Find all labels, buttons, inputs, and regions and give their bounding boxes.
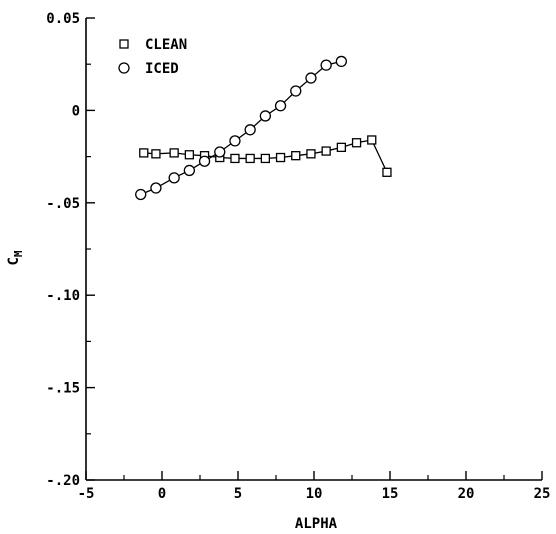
x-tick-label: -5 [78,486,95,502]
legend-marker-iced [118,62,130,74]
data-point-iced [259,110,272,122]
data-point-clean [184,150,195,160]
data-point-iced [214,146,226,158]
data-point-clean [336,142,347,153]
data-point-clean [321,146,331,156]
x-tick-label: 25 [534,486,551,502]
y-axis-label: CM [6,250,25,265]
data-point-iced [305,72,317,84]
y-tick-label: -.05 [46,196,80,212]
ticks: -5 0 5 10 15 20 25 0.05 0 -.05 -.10 -.15 -.20 [46,11,550,502]
x-tick-label: 0 [158,486,166,502]
y-tick-label: 0 [72,103,80,119]
x-tick-label: 5 [234,486,242,502]
axes [85,18,542,481]
x-axis-label: ALPHA [295,516,338,532]
data-point-clean [351,138,362,148]
data-point-clean [291,151,301,161]
data-point-iced [229,135,241,147]
y-tick-label: -.20 [46,473,80,489]
legend-label-clean: CLEAN [145,37,187,53]
y-axis-label-sub: M [12,250,25,257]
data-point-clean [169,148,179,158]
y-tick-label: -.10 [46,288,80,304]
data-point-iced [320,59,332,71]
data-point-clean [367,135,377,145]
data-point-clean [306,149,316,159]
data-point-clean [245,153,255,164]
data-point-clean [151,149,161,159]
data-point-clean [260,153,271,164]
data-point-iced [168,172,180,184]
data-point-clean [382,167,392,177]
data-point-iced [335,55,348,68]
y-axis-label-main: C [6,257,22,265]
x-tick-label: 15 [382,486,399,502]
data-point-clean [139,148,149,158]
data-point-iced [135,188,147,201]
data-point-iced [198,155,211,167]
data-point-iced [290,85,302,97]
data-point-clean [275,152,286,163]
legend-label-iced: ICED [145,61,179,77]
data-point-iced [150,182,162,194]
x-tick-label: 10 [306,486,323,502]
legend-marker-clean [119,39,129,49]
data-point-iced [183,164,196,177]
data-point-iced [274,100,287,112]
data-point-iced [244,124,256,136]
series-marks [135,55,392,201]
x-tick-label: 20 [458,486,475,502]
data-point-clean [230,153,240,164]
legend: CLEAN ICED [118,37,187,77]
y-tick-label: -.15 [46,381,80,397]
y-tick-label: 0.05 [46,11,80,27]
